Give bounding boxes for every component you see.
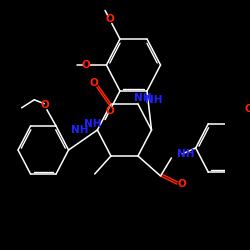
Text: NH: NH — [177, 149, 194, 159]
Text: O: O — [41, 100, 50, 110]
Text: O: O — [105, 106, 114, 116]
Text: O: O — [90, 78, 98, 88]
Text: NH: NH — [71, 125, 88, 135]
Text: NH: NH — [134, 93, 151, 103]
Text: O: O — [81, 60, 90, 70]
Text: NH: NH — [84, 119, 102, 129]
Text: O: O — [244, 104, 250, 114]
Text: O: O — [178, 179, 186, 189]
Text: NH: NH — [145, 95, 163, 105]
Text: O: O — [105, 14, 114, 24]
